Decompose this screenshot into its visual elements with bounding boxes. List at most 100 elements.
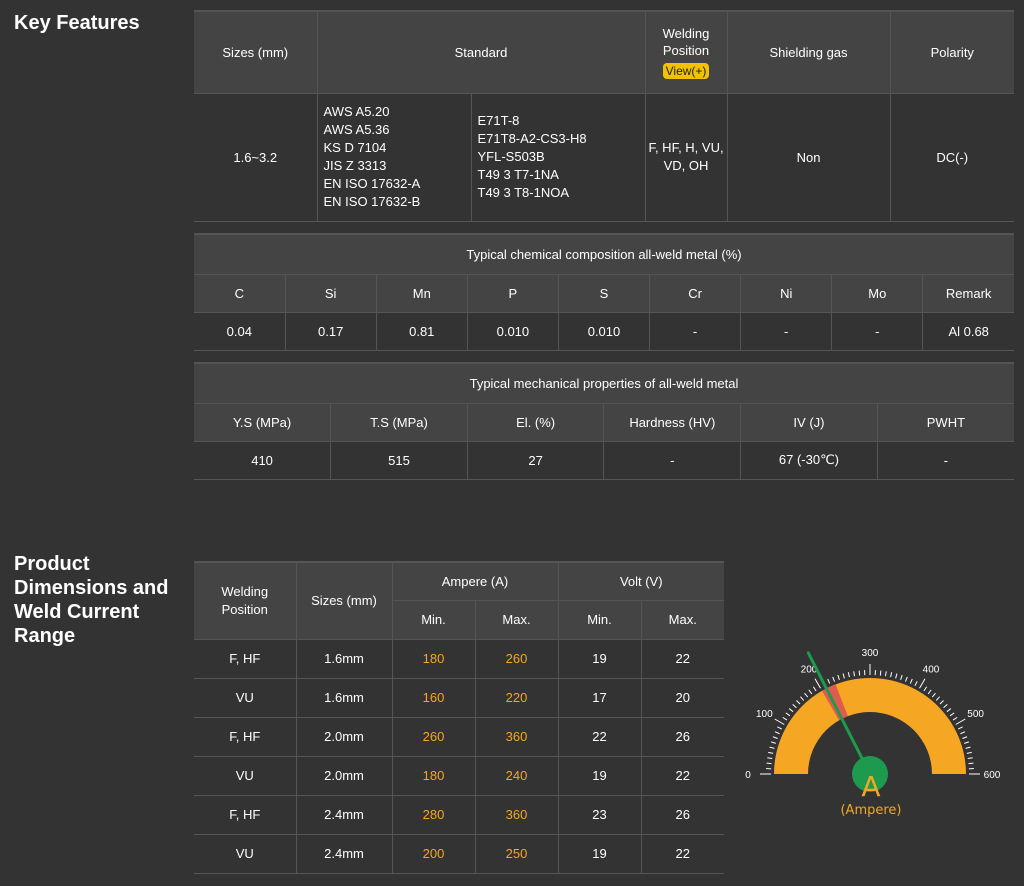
mech-value: 410 [194, 441, 332, 480]
amp-min-header: Min. [392, 600, 476, 640]
gauge-minor-tick [923, 686, 928, 692]
volt-max-cell: 26 [641, 795, 724, 835]
size-cell: 2.0mm [296, 756, 393, 796]
weld-current-table: Welding Position Sizes (mm) Ampere (A) V… [194, 561, 724, 874]
gauge-minor-tick [812, 686, 817, 692]
amp-min-cell: 260 [392, 717, 476, 757]
standards-list-right: E71T-8 E71T8-A2-CS3-H8 YFL-S503B T49 3 T… [471, 93, 646, 222]
chem-header: S [558, 274, 651, 313]
ampere-header: Ampere (A) [392, 562, 559, 601]
standard-item: AWS A5.36 [323, 122, 390, 137]
size-cell: 2.4mm [296, 795, 393, 835]
gauge-scale-label: 600 [984, 770, 1001, 781]
chem-header: P [467, 274, 559, 313]
chemical-composition-table: Typical chemical composition all-weld me… [194, 233, 1014, 351]
polarity-value: DC(-) [890, 93, 1015, 222]
gauge-minor-tick [914, 681, 918, 687]
gauge-minor-tick [772, 736, 778, 739]
mech-header: Y.S (MPa) [194, 403, 332, 442]
gauge-minor-tick [837, 674, 840, 680]
gauge-minor-tick [909, 678, 913, 684]
gauge-minor-tick [858, 670, 861, 676]
standard-item: EN ISO 17632-B [323, 194, 421, 209]
gauge-arc [774, 678, 966, 774]
gauge-minor-tick [808, 689, 813, 695]
chem-value: - [740, 312, 833, 351]
position-cell: F, HF [194, 639, 297, 679]
gauge-scale-label: 100 [756, 709, 773, 720]
gauge-minor-tick [792, 704, 797, 709]
chem-value: 0.010 [558, 312, 651, 351]
gauge-minor-tick [960, 731, 966, 735]
standards-list-left: AWS A5.20 AWS A5.36 KS D 7104 JIS Z 3313… [317, 93, 472, 222]
classification-item: T49 3 T8-1NOA [477, 185, 570, 200]
amp-max-cell: 220 [475, 678, 559, 718]
chem-value: - [649, 312, 742, 351]
gauge-unit: (Ampere) [840, 803, 902, 818]
standard-item: AWS A5.20 [323, 104, 390, 119]
mech-value: - [603, 441, 742, 480]
shielding-gas-header: Shielding gas [727, 11, 891, 94]
chem-header: Mo [831, 274, 924, 313]
classification-item: E71T8-A2-CS3-H8 [477, 131, 587, 146]
key-features-title: Key Features [14, 12, 140, 34]
gauge-minor-tick [774, 731, 780, 735]
volt-max-cell: 22 [641, 756, 724, 796]
view-button[interactable]: View(+) [662, 63, 710, 80]
gauge-scale-label: 300 [862, 648, 879, 659]
title-line: Dimensions and [14, 577, 169, 599]
gauge-minor-tick [966, 751, 972, 754]
table-row: VU 2.4mm 200 250 19 22 [194, 834, 724, 874]
mech-value: 27 [467, 441, 605, 480]
mech-header: T.S (MPa) [330, 403, 468, 442]
standard-item: EN ISO 17632-A [323, 176, 421, 191]
gauge-minor-tick [931, 692, 936, 698]
gauge-minor-tick [785, 712, 791, 717]
mech-header: PWHT [877, 403, 1014, 442]
gauge-minor-tick [800, 696, 805, 701]
amp-max-header: Max. [475, 600, 559, 640]
ampere-gauge: 0 100 200 300 400 500 600 [745, 648, 1001, 792]
gauge-major-tick [955, 718, 966, 725]
position-cell: VU [194, 756, 297, 796]
chem-header: Mn [376, 274, 468, 313]
volt-max-header: Max. [641, 600, 724, 640]
welding-position-line: F, HF, H, VU, [648, 140, 724, 155]
gauge-minor-tick [890, 672, 893, 678]
gauge-major-tick [814, 678, 821, 689]
volt-min-cell: 23 [558, 795, 642, 835]
gauge-minor-tick [766, 762, 772, 765]
amp-min-cell: 200 [392, 834, 476, 874]
mechanical-properties-table: Typical mechanical properties of all-wel… [194, 362, 1014, 480]
chem-header: C [194, 274, 286, 313]
mech-value: 515 [330, 441, 468, 480]
sizes-header: Sizes (mm) [194, 11, 318, 94]
gauge-minor-tick [796, 700, 801, 705]
gauge-letter: A [861, 770, 881, 803]
gauge-minor-tick [965, 746, 971, 749]
gauge-major-tick [774, 718, 785, 725]
gauge-minor-tick [939, 700, 944, 705]
gauge-minor-tick [782, 716, 788, 721]
gauge-minor-tick [949, 712, 955, 717]
welding-position-label: Welding Position [662, 26, 710, 59]
sizes-header: Sizes (mm) [296, 562, 393, 640]
chem-header: Si [285, 274, 377, 313]
amp-min-cell: 160 [392, 678, 476, 718]
header-line: Welding [221, 583, 269, 599]
gauge-minor-tick [853, 671, 856, 677]
classification-item: YFL-S503B [477, 149, 545, 164]
gauge-minor-tick [804, 692, 809, 698]
gauge-minor-tick [777, 726, 783, 730]
amp-min-cell: 180 [392, 639, 476, 679]
gauge-minor-tick [957, 726, 963, 730]
size-cell: 2.0mm [296, 717, 393, 757]
title-line: Weld Current [14, 601, 140, 623]
amp-max-cell: 240 [475, 756, 559, 796]
welding-position-line: VD, OH [663, 158, 709, 173]
gauge-scale-label: 400 [923, 664, 940, 675]
gauge-hub [852, 756, 888, 792]
size-cell: 1.6mm [296, 639, 393, 679]
gauge-major-tick [919, 678, 926, 689]
mechanical-title: Typical mechanical properties of all-wel… [194, 363, 1014, 404]
